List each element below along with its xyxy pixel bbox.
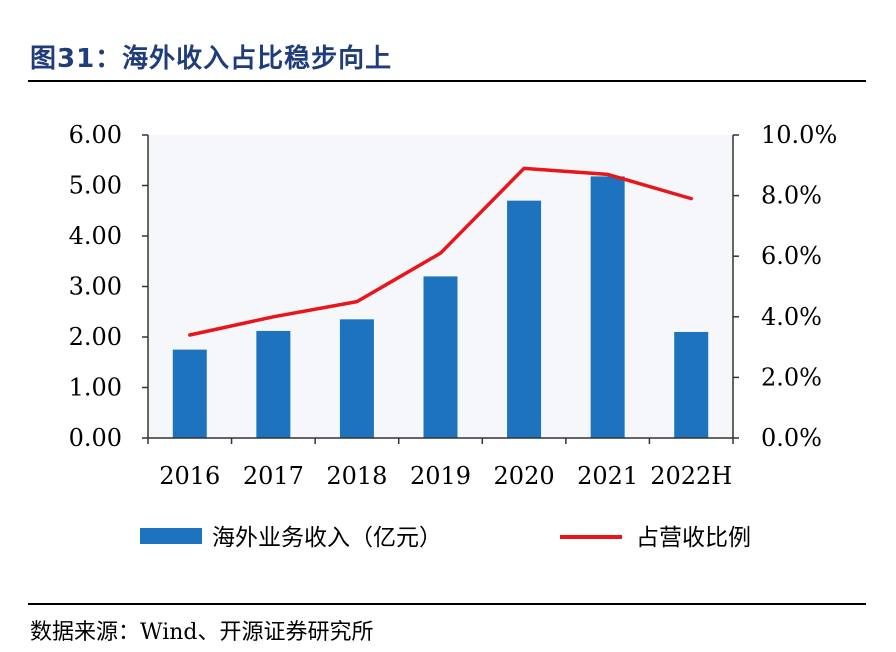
x-tick-label: 2019	[410, 462, 471, 490]
axes: 0.00 1.00 2.00 3.00 4.00 5.00 6.00 0.0% 2.0% 4.0%…	[69, 121, 838, 490]
x-tick-label: 2018	[326, 462, 387, 490]
right-tick-label: 4.0%	[761, 303, 822, 331]
bottom-rule	[28, 603, 866, 605]
left-tick-label: 2.00	[69, 323, 122, 351]
bar-2022H	[674, 331, 709, 438]
bar-2017	[256, 330, 291, 438]
right-tick-label: 0.0%	[761, 424, 822, 452]
x-tick-label: 2022H	[650, 462, 732, 490]
x-tick-label: 2017	[243, 462, 304, 490]
legend: 海外业务收入（亿元） 占营收比例	[140, 525, 751, 551]
right-tick-label: 2.0%	[761, 363, 822, 391]
line-series	[188, 166, 693, 337]
top-rule	[28, 80, 866, 82]
right-tick-label: 8.0%	[761, 182, 822, 210]
right-tick-label: 10.0%	[761, 121, 837, 149]
x-tick-label: 2021	[577, 462, 638, 490]
legend-bar-swatch	[140, 528, 202, 544]
left-tick-label: 4.00	[69, 222, 122, 250]
left-tick-label: 3.00	[69, 273, 122, 301]
bar-2018	[339, 319, 374, 438]
legend-bar-label: 海外业务收入（亿元）	[212, 525, 442, 551]
left-tick-label: 1.00	[69, 374, 122, 402]
bar-2019	[423, 276, 458, 438]
bar-2016	[172, 349, 207, 438]
figure-title: 图31：海外收入占比稳步向上	[30, 44, 393, 74]
left-tick-label: 5.00	[69, 172, 122, 200]
bar-series	[172, 176, 709, 438]
legend-line-label: 占营收比例	[636, 525, 751, 551]
chart: 0.00 1.00 2.00 3.00 4.00 5.00 6.00 0.0% 2.0% 4.0%…	[69, 121, 838, 551]
bar-2020	[507, 200, 542, 438]
x-tick-label: 2020	[494, 462, 555, 490]
right-tick-label: 6.0%	[761, 242, 822, 270]
bar-2021	[590, 176, 625, 438]
source-note: 数据来源：Wind、开源证券研究所	[30, 620, 374, 645]
left-tick-label: 6.00	[69, 121, 122, 149]
x-tick-label: 2016	[159, 462, 220, 490]
left-tick-label: 0.00	[69, 424, 122, 452]
